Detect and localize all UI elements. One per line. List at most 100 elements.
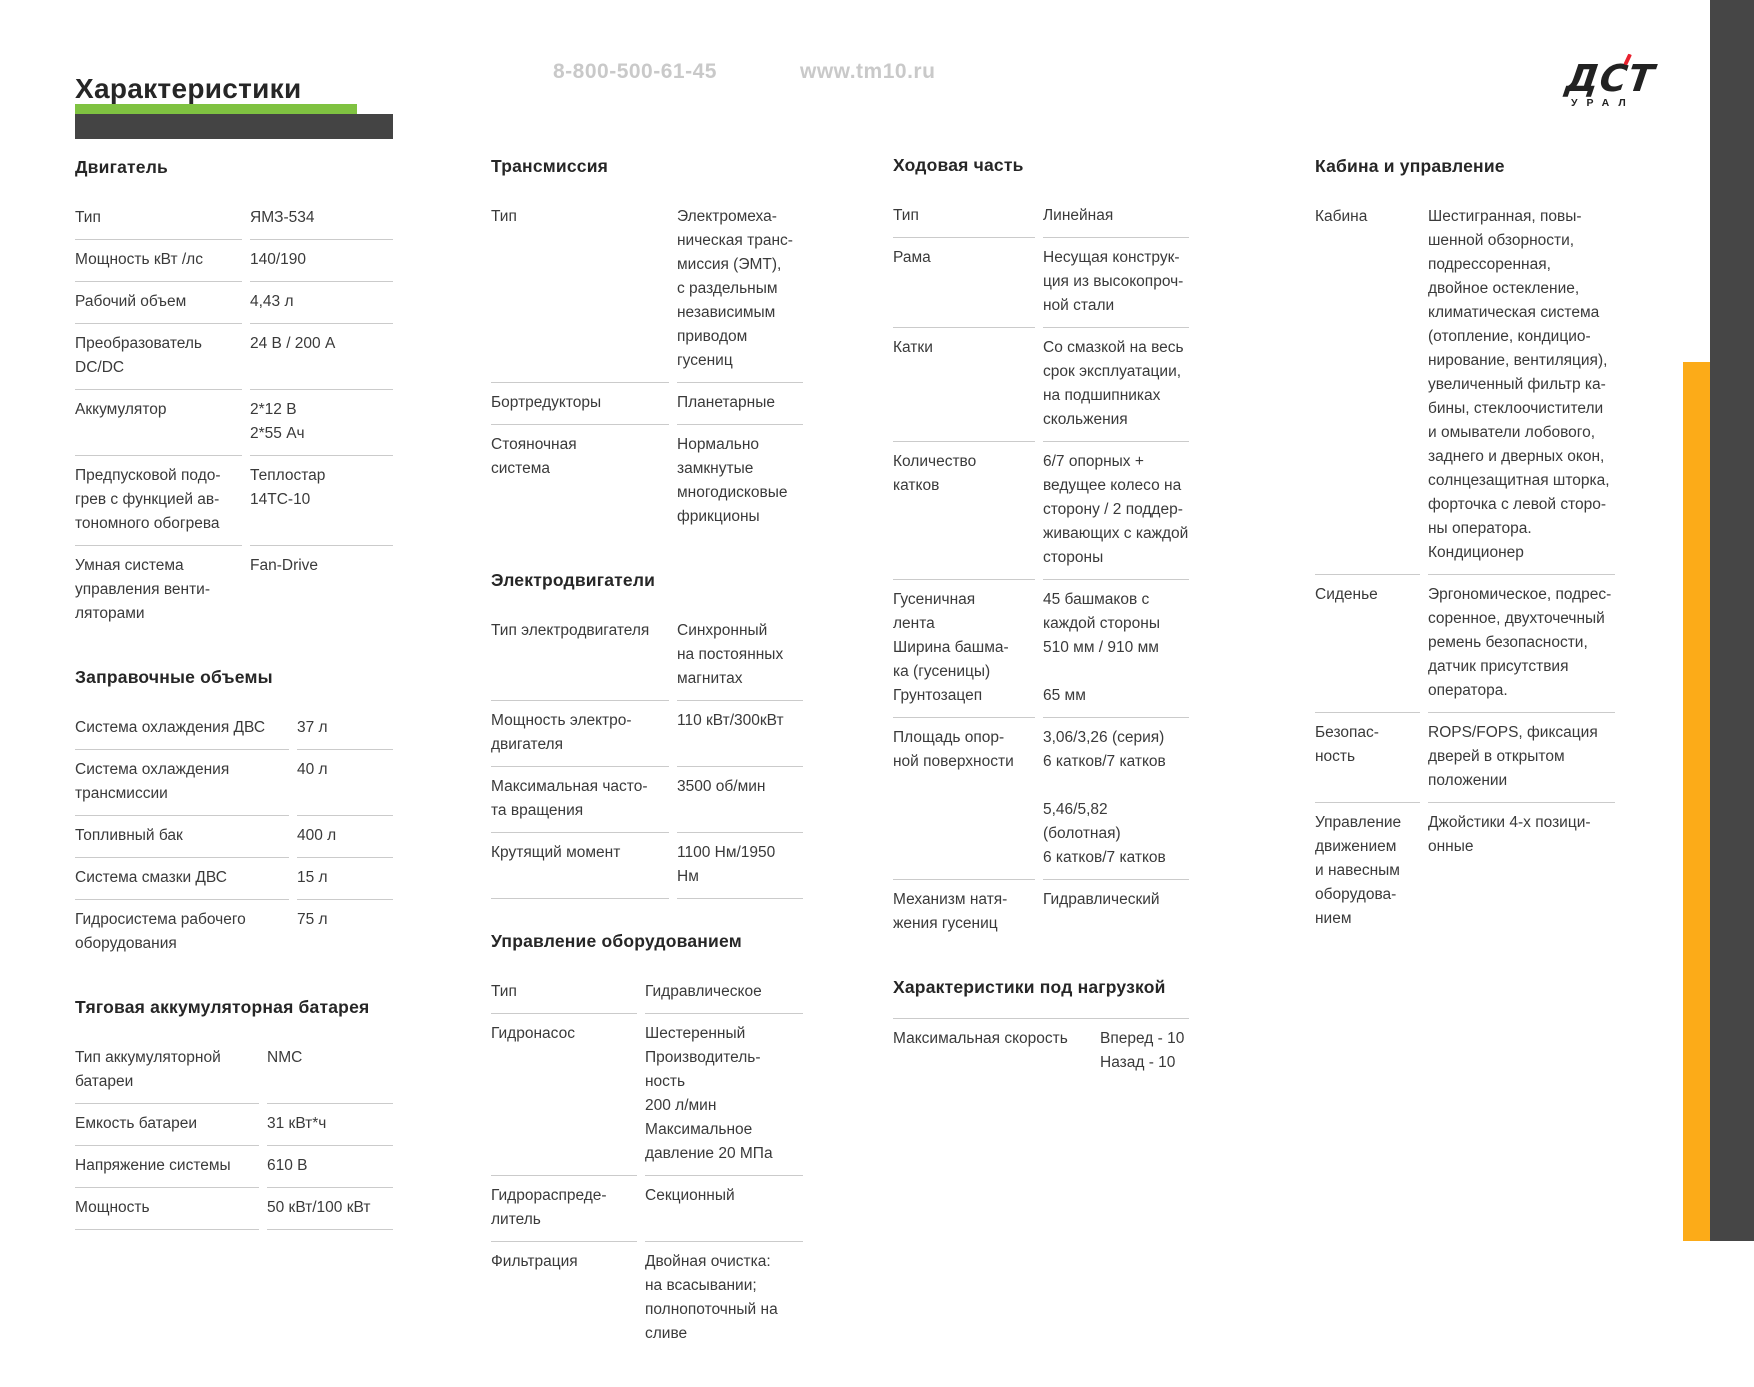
- spec-value: 6/7 опорных + ведущее колесо на сторону …: [1043, 442, 1189, 580]
- spec-row: Топливный бак 400 л: [75, 816, 393, 858]
- dst-ural-logo: ДСТ УРАЛ: [1563, 53, 1676, 109]
- section-title: Управление оборудованием: [491, 931, 742, 951]
- spec-row: Тип ЯМЗ-534: [75, 198, 393, 240]
- spec-row: Сиденье Эргономическое, подрес- соренное,…: [1315, 575, 1615, 713]
- spec-label: Крутящий момент: [491, 833, 669, 899]
- spec-label: Мощность электро- двигателя: [491, 701, 669, 767]
- spec-value: 4,43 л: [250, 282, 393, 324]
- spec-label: Тип: [491, 197, 669, 383]
- spec-label: Механизм натя- жения гусениц: [893, 891, 1008, 932]
- spec-row: Площадь опор- ной поверхности 3,06/3,26 (…: [893, 718, 1189, 880]
- spec-value: 75 л: [297, 911, 328, 928]
- spec-row: Максимальная скорость Вперед - 10 Назад -…: [893, 1018, 1189, 1084]
- spec-value: Гидравлический: [1043, 891, 1160, 908]
- spec-value: 15 л: [297, 858, 393, 900]
- spec-value: NMC: [267, 1038, 393, 1104]
- section-title: Тяговая аккумуляторная батарея: [75, 997, 370, 1017]
- page-title: Характеристики: [75, 72, 302, 104]
- section-title: Кабина и управление: [1315, 156, 1505, 176]
- spec-label: Гидросистема рабочего оборудования: [75, 911, 246, 952]
- spec-label: Тип: [893, 196, 1035, 238]
- spec-value: Линейная: [1043, 196, 1189, 238]
- spec-label: Тип: [491, 972, 637, 1014]
- spec-label: Количество катков: [893, 442, 1035, 580]
- spec-value: Вперед - 10 Назад - 10: [1100, 1030, 1185, 1071]
- spec-row: Максимальная часто- та вращения 3500 об/м…: [491, 767, 803, 833]
- spec-label: Максимальная часто- та вращения: [491, 767, 669, 833]
- spec-label: Предпусковой подо- грев с функцией ав- т…: [75, 456, 242, 546]
- spec-value: Шестигранная, повы- шенной обзорности, п…: [1428, 197, 1615, 575]
- section-title: Характеристики под нагрузкой: [893, 977, 1166, 997]
- spec-section: Двигатель Тип ЯМЗ-534 Мощность кВт /лс 140/1…: [75, 157, 393, 635]
- spec-column-3: Ходовая часть Тип Линейная Рама Несущая конс…: [893, 155, 1189, 1116]
- spec-label: Тип: [75, 198, 242, 240]
- spec-label: Мощность: [75, 1188, 259, 1230]
- spec-value: Двойная очистка: на всасывании; полнопот…: [645, 1253, 778, 1342]
- spec-value: 3,06/3,26 (серия) 6 катков/7 катков 5,46…: [1043, 718, 1189, 880]
- spec-value: Электромеха- ническая транс- миссия (ЭМТ…: [677, 197, 803, 383]
- spec-row: Бортредукторы Планетарные: [491, 383, 803, 425]
- spec-row: Гусеничная лента Ширина башма- ка (гусен…: [893, 580, 1189, 718]
- spec-value: Джойстики 4-х позици- онные: [1428, 814, 1591, 855]
- spec-value: 400 л: [297, 816, 393, 858]
- section-title: Двигатель: [75, 157, 168, 177]
- section-title: Заправочные объемы: [75, 667, 273, 687]
- spec-row: Стояночная система Нормально замкнутые мн…: [491, 425, 803, 538]
- spec-row: Напряжение системы 610 В: [75, 1146, 393, 1188]
- spec-row: Крутящий момент 1100 Нм/1950 Нм: [491, 833, 803, 899]
- spec-row: Рама Несущая конструк- ция из высокопроч-…: [893, 238, 1189, 328]
- spec-row: Гидронасос Шестеренный Производитель- нос…: [491, 1014, 803, 1176]
- spec-value: 31 кВт*ч: [267, 1104, 393, 1146]
- spec-row: Управление движением и навесным оборудов…: [1315, 803, 1615, 940]
- spec-row: Умная система управления венти- ляторами…: [75, 546, 393, 635]
- spec-value: 50 кВт/100 кВт: [267, 1188, 393, 1230]
- spec-label: Тип аккумуляторной батареи: [75, 1038, 259, 1104]
- spec-row: Мощность 50 кВт/100 кВт: [75, 1188, 393, 1230]
- spec-row: Система охлаждения трансмиссии 40 л: [75, 750, 393, 816]
- spec-row: Мощность электро- двигателя 110 кВт/300кВ…: [491, 701, 803, 767]
- spec-row: Фильтрация Двойная очистка: на всасывании…: [491, 1242, 803, 1355]
- spec-label: Гидронасос: [491, 1014, 637, 1176]
- spec-row: Преобразователь DC/DC 24 В / 200 А: [75, 324, 393, 390]
- spec-row: Катки Со смазкой на весь срок эксплуатаци…: [893, 328, 1189, 442]
- spec-label: Площадь опор- ной поверхности: [893, 718, 1035, 880]
- website-link[interactable]: www.tm10.ru: [800, 60, 936, 83]
- spec-label: Мощность кВт /лс: [75, 240, 242, 282]
- spec-label: Максимальная скорость: [893, 1030, 1068, 1047]
- spec-value: Нормально замкнутые многодисковые фрикци…: [677, 436, 788, 525]
- right-dark-stripe: [1710, 0, 1754, 1241]
- spec-section: Ходовая часть Тип Линейная Рама Несущая конс…: [893, 155, 1189, 945]
- spec-label: Гусеничная лента Ширина башма- ка (гусен…: [893, 580, 1035, 718]
- spec-value: Со смазкой на весь срок эксплуатации, на…: [1043, 328, 1189, 442]
- spec-section: Тяговая аккумуляторная батарея Тип аккуму…: [75, 997, 393, 1230]
- spec-value: ROPS/FOPS, фиксация дверей в открытом по…: [1428, 713, 1615, 803]
- spec-value: 45 башмаков с каждой стороны 510 мм / 91…: [1043, 580, 1189, 718]
- spec-row: Гидросистема рабочего оборудования 75 л: [75, 900, 393, 965]
- spec-label: Емкость батареи: [75, 1104, 259, 1146]
- spec-row: Система охлаждения ДВС 37 л: [75, 708, 393, 750]
- spec-label: Управление движением и навесным оборудов…: [1315, 814, 1402, 927]
- spec-row: Тип электродвигателя Синхронный на постоя…: [491, 611, 803, 701]
- spec-label: Гидрораспреде- литель: [491, 1176, 637, 1242]
- spec-value: Гидравлическое: [645, 972, 803, 1014]
- spec-row: Безопас- ность ROPS/FOPS, фиксация дверей…: [1315, 713, 1615, 803]
- spec-value: 610 В: [267, 1146, 393, 1188]
- spec-label: Система смазки ДВС: [75, 858, 289, 900]
- spec-value: 24 В / 200 А: [250, 324, 393, 390]
- logo-text-sub: УРАЛ: [1571, 97, 1635, 109]
- spec-value: Fan-Drive: [250, 557, 319, 574]
- spec-section: Кабина и управление Кабина Шестигранная, п…: [1315, 156, 1615, 940]
- spec-value: Несущая конструк- ция из высокопроч- ной…: [1043, 238, 1189, 328]
- spec-label: Бортредукторы: [491, 383, 669, 425]
- spec-row: Тип Линейная: [893, 196, 1189, 238]
- logo-red-tick-icon: [1623, 53, 1632, 66]
- spec-section: Заправочные объемы Система охлаждения ДВС…: [75, 667, 393, 965]
- spec-label: Умная система управления венти- ляторами: [75, 557, 211, 622]
- phone-number: 8-800-500-61-45: [553, 60, 717, 83]
- spec-row: Емкость батареи 31 кВт*ч: [75, 1104, 393, 1146]
- spec-column-1: Двигатель Тип ЯМЗ-534 Мощность кВт /лс 140/1…: [75, 157, 393, 1262]
- spec-label: Стояночная система: [491, 436, 577, 477]
- spec-row: Аккумулятор 2*12 В 2*55 Ач: [75, 390, 393, 456]
- spec-section: Управление оборудованием Тип Гидравлическо…: [491, 931, 803, 1355]
- spec-row: Тип Электромеха- ническая транс- миссия (…: [491, 197, 803, 383]
